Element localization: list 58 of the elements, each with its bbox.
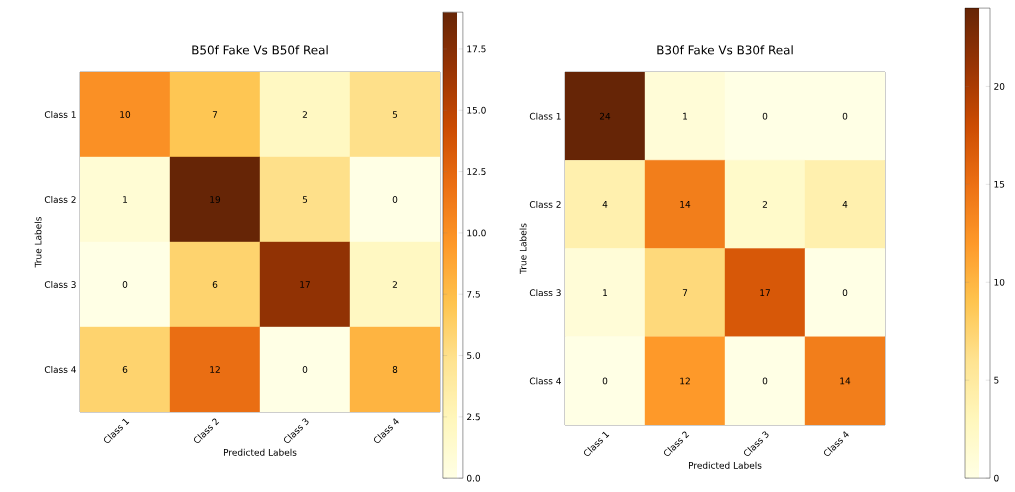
x-axis-title: Predicted Labels: [223, 448, 297, 456]
data-label: 5: [302, 196, 308, 203]
data-label: 17: [760, 289, 770, 296]
color-bar-label: 5: [994, 376, 999, 384]
y-tick-label: Class 3: [44, 281, 76, 288]
data-label: 2: [762, 201, 767, 208]
data-label: 19: [210, 196, 221, 203]
data-label: 12: [210, 366, 220, 373]
y-tick-label: Class 3: [529, 289, 561, 297]
data-label: 0: [392, 196, 398, 203]
data-label: 2: [302, 111, 307, 118]
data-label: 0: [762, 377, 768, 385]
data-label: 1: [123, 196, 128, 203]
data-label: 0: [302, 366, 308, 373]
data-label: 0: [762, 112, 768, 120]
color-bar-label: 12.5: [467, 168, 486, 175]
data-label: 5: [392, 111, 398, 118]
y-axis-title: True Labels: [519, 223, 527, 274]
data-label: 17: [300, 281, 310, 288]
data-label: 24: [599, 112, 611, 120]
data-label: 12: [680, 377, 690, 385]
data-label: 1: [683, 112, 688, 120]
color-bar-label: 0.0: [466, 474, 481, 482]
color-bar-label: 7.5: [467, 290, 480, 298]
color-bar-label: 2.5: [467, 413, 480, 421]
color-bar-label: 17.5: [467, 45, 486, 53]
chart-title: B30f Fake Vs B30f Real: [657, 45, 793, 55]
color-bar-label: 10.0: [467, 229, 486, 237]
y-tick-label: Class 2: [44, 196, 76, 203]
data-label: 8: [392, 366, 398, 373]
x-axis-title: Predicted Labels: [688, 461, 762, 469]
color-bar-label: 10: [994, 278, 1005, 286]
color-bar-label: 20: [994, 83, 1005, 90]
data-label: 14: [840, 377, 851, 385]
data-label: 6: [122, 366, 128, 373]
data-label: 7: [212, 111, 218, 118]
y-tick-label: Class 4: [44, 366, 76, 373]
y-tick-label: Class 2: [529, 200, 561, 208]
color-bar-label: 5.0: [467, 352, 481, 359]
data-label: 6: [212, 281, 218, 288]
data-label: 0: [122, 281, 128, 288]
data-label: 0: [842, 112, 848, 120]
chart-title: B50f Fake Vs B50f Real: [192, 45, 328, 55]
data-label: 0: [602, 377, 608, 385]
y-tick-label: Class 1: [44, 111, 76, 118]
color-bar-label: 0: [994, 474, 999, 482]
color-bar-label: 15: [994, 181, 1005, 188]
y-tick-label: Class 1: [529, 112, 561, 120]
color-bar-label: 15.0: [467, 106, 486, 114]
data-label: 4: [602, 201, 608, 208]
data-label: 0: [842, 289, 848, 297]
data-label: 7: [682, 289, 688, 296]
data-label: 2: [392, 281, 397, 288]
y-tick-label: Class 4: [529, 377, 561, 385]
data-label: 10: [120, 111, 131, 118]
data-label: 14: [680, 201, 691, 208]
y-axis-title: True Labels: [34, 217, 42, 268]
data-label: 1: [603, 289, 608, 296]
